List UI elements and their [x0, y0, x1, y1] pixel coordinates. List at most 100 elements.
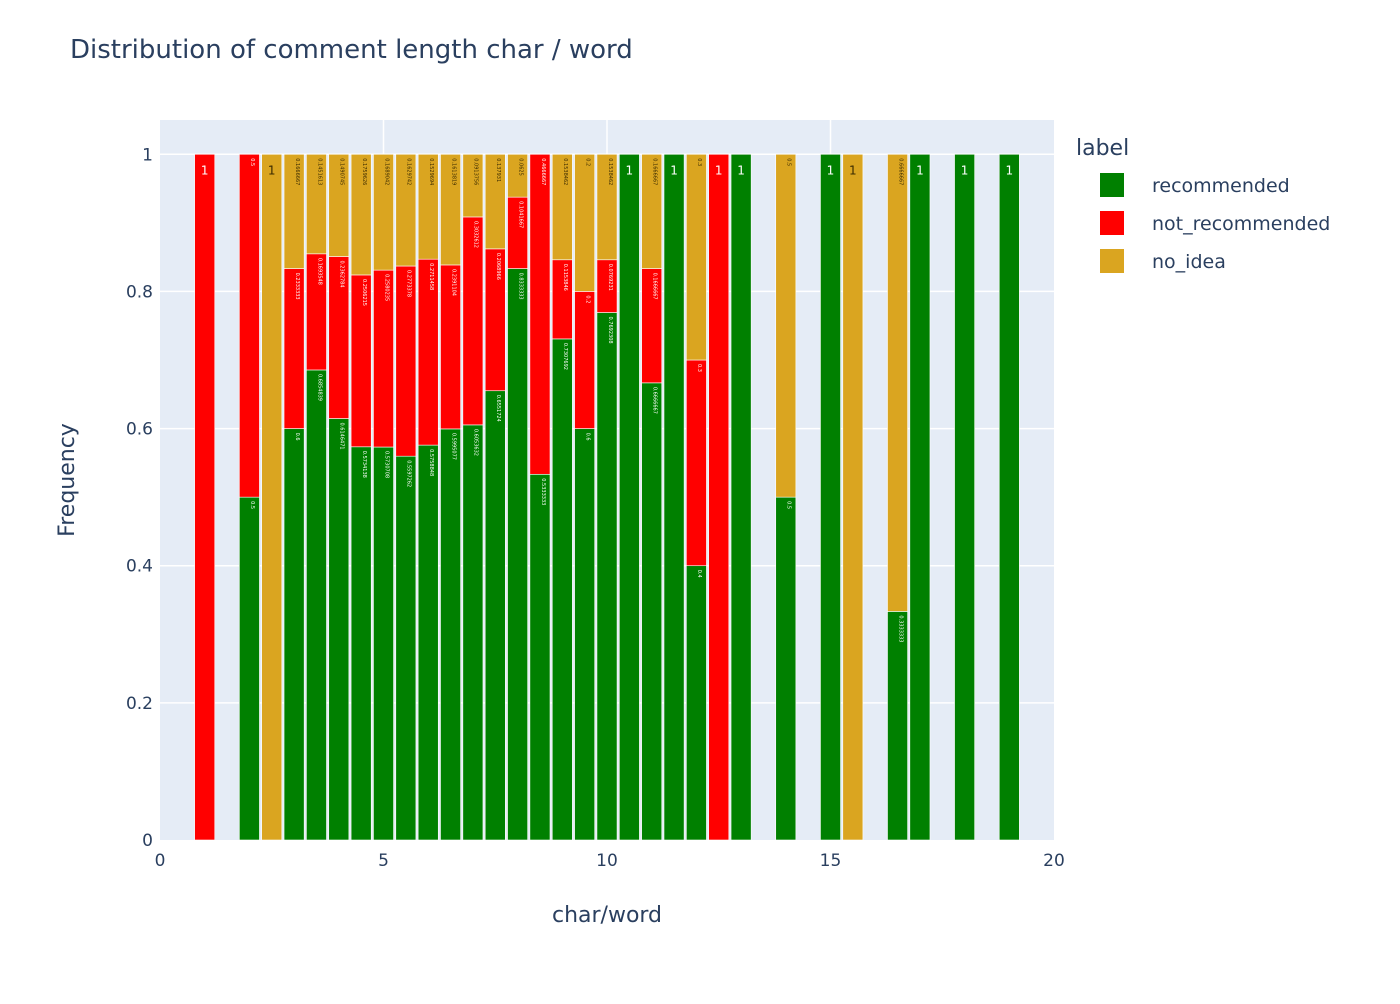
bar-recommended — [775, 496, 797, 841]
bar-recommended — [909, 153, 931, 841]
x-tick-label: 0 — [155, 851, 166, 871]
bar-no_idea — [417, 153, 439, 260]
legend-swatch-no_idea — [1100, 249, 1124, 273]
bar-value-label: 0.1529694 — [428, 158, 434, 185]
y-tick-label: 1 — [142, 145, 153, 165]
legend-title: label — [1076, 136, 1129, 161]
y-tick-label: 0 — [142, 831, 153, 851]
bar-recommended — [551, 338, 573, 841]
bar-recommended — [440, 428, 461, 841]
bar-recommended — [417, 444, 439, 841]
y-tick-label: 0.2 — [126, 694, 153, 714]
bar-value-label: 0.1666667 — [652, 158, 658, 185]
bar-value-label: 0.2580235 — [383, 274, 389, 301]
x-tick-label: 5 — [378, 851, 389, 871]
bar-value-label: 0.1629742 — [406, 158, 412, 185]
bar-recommended — [686, 565, 707, 841]
bar-value-label: 0.3333333 — [897, 615, 903, 642]
bar-not_recommended — [529, 153, 551, 475]
bar-recommended — [663, 153, 685, 841]
bar-no_idea — [328, 153, 350, 257]
bar-no_idea — [887, 153, 908, 612]
bar-value-label: 0.1666667 — [652, 273, 658, 300]
bar-value-label: 0.6 — [584, 433, 590, 441]
y-axis-ticks: 0 0.2 0.4 0.6 0.8 1 — [126, 145, 153, 851]
bar-no_idea — [261, 153, 283, 841]
bar-not_recommended — [239, 153, 260, 498]
bar-recommended — [306, 369, 327, 841]
bar-value-label: 1 — [626, 163, 634, 177]
bar-no_idea — [373, 153, 394, 271]
bar-value-label: 0.6666667 — [652, 387, 658, 414]
bar-value-label: 0.5 — [786, 158, 792, 166]
bar-value-label: 0.1538462 — [562, 158, 568, 185]
bar-no_idea — [507, 153, 528, 198]
bar-value-label: 1 — [849, 163, 857, 177]
bar-value-label: 0.2 — [584, 158, 590, 166]
bar-no_idea — [283, 153, 305, 269]
bar-value-label: 0.1666667 — [294, 158, 300, 185]
bars — [194, 153, 1020, 841]
bar-value-label: 0.2333333 — [294, 273, 300, 300]
bar-recommended — [373, 446, 394, 841]
bar-no_idea — [775, 153, 797, 498]
bar-value-label: 0.3 — [696, 364, 702, 372]
bar-no_idea — [842, 153, 864, 841]
bar-value-label: 0.6053632 — [473, 429, 479, 456]
bar-recommended — [730, 153, 752, 841]
bar-no_idea — [440, 153, 461, 266]
chart-title: Distribution of comment length char / wo… — [70, 35, 633, 65]
bar-value-label: 0.4 — [696, 570, 702, 578]
bar-no_idea — [350, 153, 372, 276]
legend: label recommended not_recommended no_idea — [1076, 136, 1330, 273]
bar-value-label: 0.1759626 — [361, 158, 367, 185]
bar-no_idea — [484, 153, 506, 250]
bar-value-label: 0.6 — [294, 433, 300, 441]
bar-value-label: 0.5730708 — [383, 451, 389, 478]
bar-recommended — [954, 153, 975, 841]
x-tick-label: 15 — [820, 851, 842, 871]
y-tick-label: 0.6 — [126, 420, 153, 440]
bar-no_idea — [306, 153, 327, 255]
bar-value-label: 1 — [201, 163, 209, 177]
legend-label-no_idea: no_idea — [1152, 251, 1226, 273]
bar-value-label: 0.3 — [696, 158, 702, 166]
bar-value-label: 0.5 — [786, 501, 792, 509]
bar-not_recommended — [574, 291, 596, 429]
bar-recommended — [998, 153, 1020, 841]
bar-value-label: 0.4666667 — [540, 158, 546, 185]
legend-swatch-not_recommended — [1100, 211, 1124, 235]
bar-value-label: 0.5333333 — [540, 478, 546, 505]
bar-value-label: 0.1538462 — [607, 158, 613, 185]
bar-not_recommended — [686, 359, 707, 567]
legend-swatch-recommended — [1100, 173, 1124, 197]
bar-value-label: 0.5 — [249, 501, 255, 509]
bar-value-label: 1 — [916, 163, 924, 177]
bar-value-label: 0.5734138 — [361, 451, 367, 478]
bar-value-label: 1 — [268, 163, 276, 177]
bar-recommended — [574, 428, 596, 841]
bar-recommended — [328, 418, 350, 841]
bar-value-label: 0.5 — [249, 158, 255, 166]
y-tick-label: 0.4 — [126, 557, 153, 577]
bar-value-label: 0.2 — [584, 295, 590, 303]
bar-value-label: 0.2068966 — [495, 253, 501, 280]
bar-recommended — [507, 268, 528, 841]
bar-value-label: 0.6854839 — [316, 374, 322, 401]
bar-value-label: 0.1613819 — [450, 158, 456, 185]
bar-recommended — [395, 455, 417, 841]
bar-value-label: 0.2362784 — [339, 261, 345, 288]
bar-value-label: 0.7692308 — [607, 317, 613, 344]
bar-recommended — [462, 424, 484, 841]
x-tick-label: 20 — [1043, 851, 1065, 871]
bar-value-label: 0.2711458 — [428, 263, 434, 290]
bar-value-label: 0.6666667 — [897, 158, 903, 185]
x-axis-ticks: 0 5 10 15 20 — [155, 851, 1065, 871]
bar-value-label: 1 — [1005, 163, 1013, 177]
x-axis-title: char/word — [552, 903, 662, 928]
bar-not_recommended — [462, 216, 484, 426]
bar-no_idea — [574, 153, 596, 292]
bar-value-label: 1 — [737, 163, 745, 177]
